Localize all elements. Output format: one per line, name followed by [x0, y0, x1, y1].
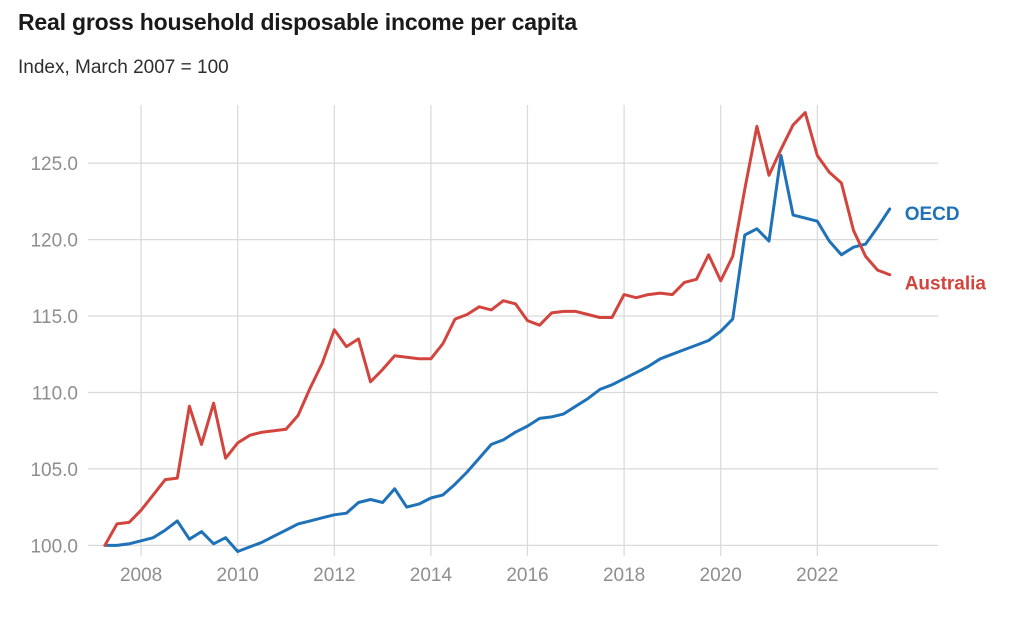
y-axis-tick-label: 100.0	[30, 536, 78, 557]
y-axis-tick-label: 125.0	[30, 154, 78, 175]
x-axis-tick-label: 2018	[603, 565, 645, 586]
x-axis-tick-label: 2020	[700, 565, 742, 586]
y-axis-tick-label: 105.0	[30, 460, 78, 481]
series-end-label-australia: Australia	[905, 274, 987, 295]
y-axis-tick-label: 115.0	[32, 307, 78, 328]
x-axis-tick-label: 2022	[796, 565, 838, 586]
y-axis-tick-label: 110.0	[32, 384, 78, 405]
x-axis-tick-label: 2008	[120, 565, 162, 586]
series-line-oecd	[103, 154, 892, 553]
series-line-australia	[103, 111, 892, 547]
x-axis-tick-label: 2014	[410, 565, 453, 586]
y-axis-tick-label: 120.0	[30, 231, 78, 252]
chart-subtitle: Index, March 2007 = 100	[18, 57, 229, 78]
x-axis-tick-label: 2010	[217, 565, 259, 586]
x-axis-tick-label: 2012	[313, 565, 355, 586]
x-axis-tick-label: 2016	[506, 565, 548, 586]
chart-title: Real gross household disposable income p…	[18, 9, 577, 35]
series-end-label-oecd: OECD	[905, 204, 960, 225]
